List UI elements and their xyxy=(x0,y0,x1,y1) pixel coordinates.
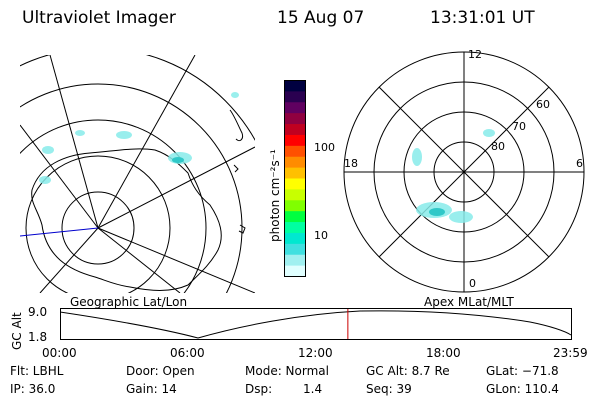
status-gc-alt: GC Alt: 8.7 Re xyxy=(366,364,450,378)
altitude-xtick-1200: 12:00 xyxy=(298,346,333,360)
colorbar-segment xyxy=(284,80,306,92)
altitude-ytick-low: 1.8 xyxy=(28,330,48,344)
colorbar-segment xyxy=(284,200,306,212)
mlt-label-0: 0 xyxy=(469,277,476,290)
colorbar-segment xyxy=(284,145,306,158)
mlat-label-80: 80 xyxy=(491,140,505,153)
status-filter: Flt: LBHL xyxy=(10,364,64,378)
status-dsp-value: 1.4 xyxy=(303,382,323,396)
mlat-label-70: 70 xyxy=(512,120,526,133)
colorbar-tick-10: 10 xyxy=(314,229,328,242)
colorbar-tick-100: 100 xyxy=(314,141,335,154)
status-seq: Seq: 39 xyxy=(366,382,412,396)
colorbar-segment xyxy=(284,254,306,267)
colorbar-segment xyxy=(284,113,306,125)
status-ip: IP: 36.0 xyxy=(10,382,56,396)
status-door: Door: Open xyxy=(126,364,195,378)
colorbar-segment xyxy=(284,102,306,114)
status-dsp-label: Dsp: xyxy=(245,382,273,396)
colorbar-segment xyxy=(284,232,306,245)
status-glon: GLon: 110.4 xyxy=(486,382,559,396)
colorbar-segment xyxy=(284,124,306,136)
colorbar-segment xyxy=(284,211,306,223)
altitude-xtick-0600: 06:00 xyxy=(170,346,205,360)
colorbar-segment xyxy=(284,167,306,179)
colorbar-segment xyxy=(284,91,306,103)
altitude-ytick-high: 9.0 xyxy=(28,305,48,319)
apex-polar-plot xyxy=(343,51,585,293)
time-label: 13:31:01 UT xyxy=(430,8,535,28)
mlat-label-60: 60 xyxy=(536,98,550,111)
geographic-caption: Geographic Lat/Lon xyxy=(70,295,188,309)
colorbar-segment xyxy=(284,156,306,169)
colorbar-segment xyxy=(284,134,306,147)
status-gain: Gain: 14 xyxy=(126,382,177,396)
geographic-map xyxy=(20,55,255,293)
altitude-xtick-0000: 00:00 xyxy=(42,346,77,360)
colorbar-segment xyxy=(284,243,306,256)
date-label: 15 Aug 07 xyxy=(277,8,365,28)
status-glat: GLat: −71.8 xyxy=(486,364,559,378)
apex-caption: Apex MLat/MLT xyxy=(424,295,514,309)
instrument-title: Ultraviolet Imager xyxy=(22,8,176,28)
colorbar-segment xyxy=(284,189,306,201)
colorbar xyxy=(284,80,306,277)
mlt-label-6: 6 xyxy=(576,157,583,170)
status-mode: Mode: Normal xyxy=(245,364,329,378)
altitude-xtick-2359: 23:59 xyxy=(553,346,588,360)
altitude-plot xyxy=(60,308,572,340)
mlt-label-18: 18 xyxy=(344,157,358,170)
colorbar-segment xyxy=(284,265,306,277)
colorbar-segment xyxy=(284,222,306,234)
altitude-xtick-1800: 18:00 xyxy=(426,346,461,360)
mlt-label-12: 12 xyxy=(468,48,482,61)
colorbar-segment xyxy=(284,178,306,190)
